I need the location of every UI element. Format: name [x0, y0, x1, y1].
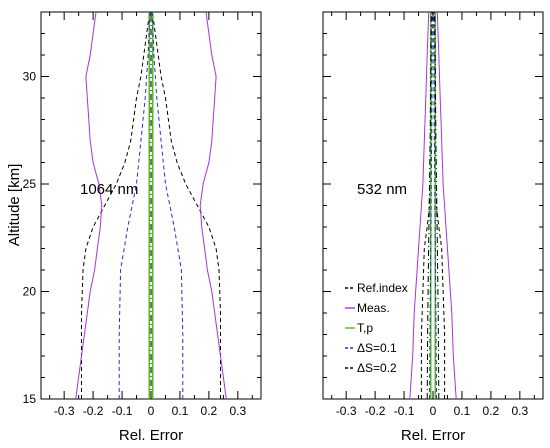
y-tick-label: 25: [23, 177, 37, 191]
series-line-mirror: [118, 11, 151, 399]
series-line-mirror: [81, 11, 151, 399]
panel-right-annotation: 532 nm: [357, 181, 407, 198]
series-line-mirror: [75, 11, 103, 400]
x-tick-label: -0.2: [83, 404, 104, 418]
series-line-mirror: [426, 11, 432, 400]
panel-left-tick-labels: -0.3 -0.2 -0.1 0 0.1 0.2 0.3 15 20 25 30: [23, 70, 247, 419]
panel-right-ticks: [323, 11, 543, 400]
series-line-mirror: [409, 11, 430, 400]
legend-label: Meas.: [357, 301, 390, 315]
panel-right-xlabel: Rel. Error: [401, 427, 465, 444]
series-line: [199, 11, 227, 400]
panel-left: -0.3 -0.2 -0.1 0 0.1 0.2 0.3 15 20 25 30 1064 nm R…: [6, 11, 262, 444]
panel-left-ticks: [41, 11, 261, 400]
x-tick-label: 0: [430, 404, 437, 418]
series-line: [151, 11, 184, 399]
panel-right: -0.3 -0.2 -0.1 0 0.1 0.2 0.3 532 nm Rel. Error…: [322, 11, 544, 444]
legend-label: T,p: [357, 321, 373, 335]
legend-label: ΔS=0.2: [357, 361, 397, 375]
x-tick-label: -0.2: [365, 404, 386, 418]
series-line-mirror: [429, 11, 433, 400]
series-line: [151, 11, 221, 399]
x-tick-label: -0.3: [336, 404, 357, 418]
x-tick-label: -0.1: [112, 404, 133, 418]
x-tick-label: -0.1: [394, 404, 415, 418]
panel-right-tick-labels: -0.3 -0.2 -0.1 0 0.1 0.2 0.3: [336, 404, 529, 418]
x-tick-label: 0.1: [172, 404, 189, 418]
x-tick-label: 0: [148, 404, 155, 418]
x-tick-label: 0.1: [454, 404, 471, 418]
x-tick-label: 0.3: [511, 404, 528, 418]
legend-label: Ref.index: [357, 281, 408, 295]
panel-right-legend: Ref.index Meas. T,p ΔS=0.1 ΔS=0.2: [345, 281, 408, 375]
panel-left-series: [75, 11, 227, 400]
panel-left-xlabel: Rel. Error: [119, 427, 183, 444]
series-line: [436, 11, 457, 400]
x-tick-label: 0.2: [483, 404, 500, 418]
series-line: [434, 11, 440, 400]
panel-right-series: [409, 11, 457, 400]
y-tick-label: 30: [23, 70, 37, 84]
x-tick-label: -0.3: [54, 404, 75, 418]
panel-right-frame: [322, 11, 544, 400]
x-tick-label: 0.3: [229, 404, 246, 418]
panel-left-ylabel: Altitude [km]: [6, 164, 23, 247]
legend-label: ΔS=0.1: [357, 341, 397, 355]
series-line: [433, 11, 437, 400]
x-tick-label: 0.2: [201, 404, 218, 418]
y-tick-label: 20: [23, 285, 37, 299]
panel-left-annotation: 1064 nm: [80, 181, 138, 198]
y-tick-label: 15: [23, 392, 37, 406]
